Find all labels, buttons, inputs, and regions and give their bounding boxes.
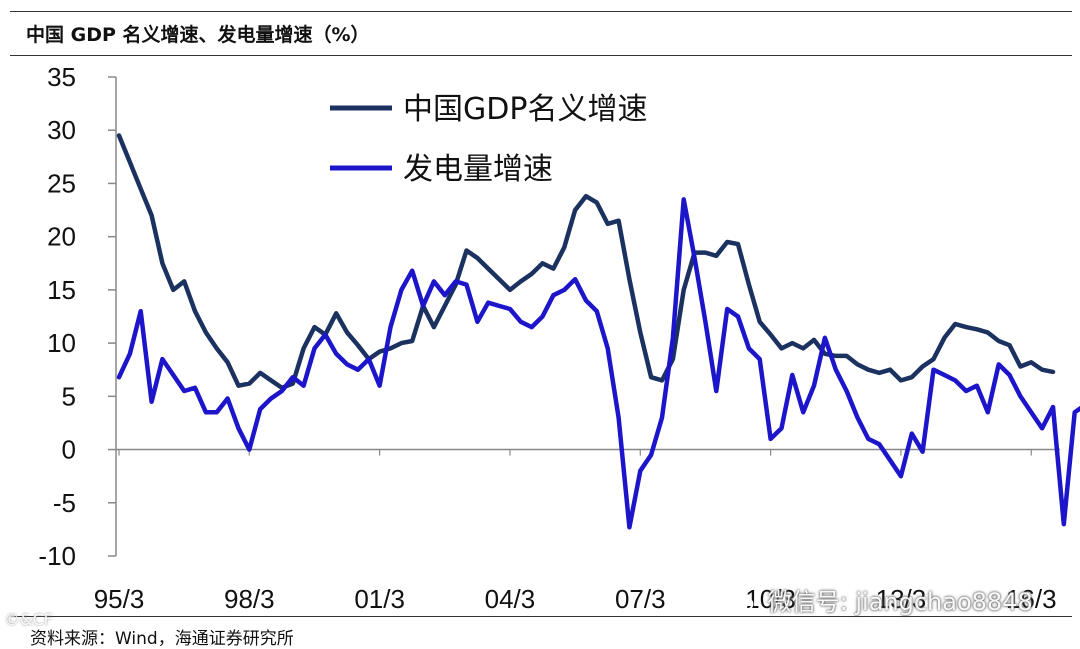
x-tick-label: 13/3 (876, 584, 927, 614)
power-generation-line (116, 197, 1080, 530)
chart-axes (115, 77, 1060, 556)
x-tick-label: 07/3 (615, 584, 666, 614)
y-tick-label: 10 (47, 328, 76, 358)
source-note: 资料来源：Wind，海通证券研究所 (30, 629, 294, 649)
top-rule (10, 11, 1072, 12)
x-tick-label: 01/3 (354, 584, 405, 614)
x-tick-label: 16/3 (1006, 584, 1057, 614)
y-tick-label: -10 (38, 541, 76, 571)
y-tick-label: 0 (62, 435, 76, 465)
y-axis-ticks: 35 30 25 20 15 10 5 0 -5 -10 (38, 62, 116, 571)
y-tick-label: 25 (47, 168, 76, 198)
bottom-rule (10, 616, 1072, 617)
x-tick-label: 98/3 (224, 584, 275, 614)
y-tick-label: 5 (62, 381, 76, 411)
chart-series (116, 133, 1080, 530)
y-tick-label: 20 (47, 222, 76, 252)
wechat-watermark: 微信号: jiangchao8848 (728, 582, 1033, 617)
y-tick-label: 35 (47, 62, 76, 92)
chart-title: 中国 GDP 名义增速、发电量增速（%） (26, 24, 370, 46)
wechat-icon (728, 591, 754, 611)
gdp-growth-line (116, 133, 1056, 391)
y-tick-label: 30 (47, 115, 76, 145)
title-rule (10, 55, 1072, 56)
watermark-text: 微信号: jiangchao8848 (767, 588, 1033, 616)
x-tick-label: 04/3 (485, 584, 536, 614)
corner-watermark: ©&CF (4, 610, 53, 629)
x-tick-label: 95/3 (94, 584, 145, 614)
legend-label: 中国GDP名义增速 (403, 92, 647, 127)
x-axis-ticks: 95/398/301/304/307/310/313/316/319/3 (94, 449, 1057, 614)
y-tick-label: 15 (47, 275, 76, 305)
legend-label: 发电量增速 (403, 152, 553, 187)
y-tick-label: -5 (53, 488, 76, 518)
x-tick-label: 10/3 (745, 584, 796, 614)
